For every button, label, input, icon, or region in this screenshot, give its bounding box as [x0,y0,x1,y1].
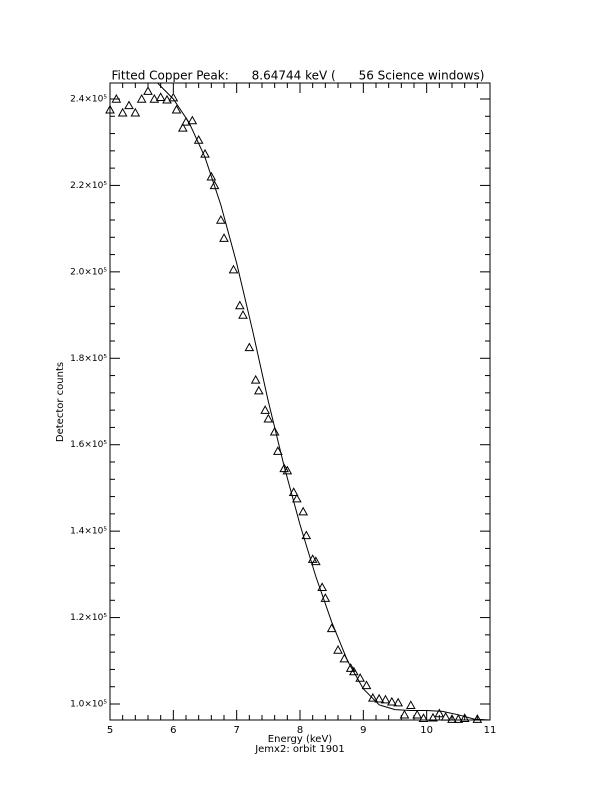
data-point [136,93,147,103]
data-point [440,711,451,721]
data-point [105,104,115,114]
fit-line [157,83,490,720]
data-point [301,530,312,540]
data-point [333,644,343,654]
data-point [155,92,166,101]
data-point [149,93,160,103]
x-tick-label: 10 [420,725,433,736]
data-point [374,693,385,703]
data-point [393,697,404,707]
data-point [291,493,302,503]
y-tick-label: 2.2×10⁵ [70,181,107,191]
data-point [399,709,410,719]
data-point [219,233,229,242]
x-tick-label: 6 [170,725,176,736]
y-tick-label: 2.4×10⁵ [70,94,107,104]
data-point [386,696,397,706]
x-axis-label: Energy (keV) [268,734,333,745]
data-point [238,310,248,319]
data-point [348,666,359,676]
data-point [272,446,283,455]
data-point [310,556,321,566]
data-point [206,171,217,181]
data-point [317,582,328,592]
data-point [209,180,220,190]
data-point [111,93,122,103]
data-point [453,714,464,723]
y-axis-label: Detector counts [55,362,66,442]
data-point [288,487,299,496]
data-point [459,713,470,722]
data-point [269,426,280,436]
data-point [215,214,226,224]
data-point [171,104,182,114]
data-point [228,264,239,274]
data-point [250,374,261,384]
data-point [361,680,372,690]
data-point [130,107,141,117]
data-point [234,300,245,310]
data-point [177,122,188,132]
data-point [412,709,423,719]
data-point [367,692,378,702]
data-point [355,673,366,682]
data-point [162,94,172,104]
y-tick-label: 1.6×10⁵ [70,440,107,450]
data-point [117,107,128,117]
data-point [418,713,429,722]
y-tick-label: 2.0×10⁵ [70,267,107,277]
data-point [380,694,391,704]
x-tick-label: 9 [360,725,366,736]
data-point [253,385,264,395]
y-tick-label: 1.0×10⁵ [70,700,107,710]
data-point [260,405,271,414]
data-point [244,342,255,352]
subtitle: Jemx2: orbit 1901 [254,744,345,755]
data-point [298,506,309,516]
x-tick-label: 7 [233,725,239,736]
x-tick-label: 5 [107,725,113,736]
y-tick-label: 1.4×10⁵ [70,527,107,537]
data-point [263,413,274,423]
data-point [143,86,153,95]
x-tick-label: 11 [484,725,497,736]
data-point [447,714,457,723]
data-point [434,708,445,718]
data-point [345,663,356,672]
chart-title: Fitted Copper Peak: 8.64744 keV ( 56 Sci… [112,69,485,83]
data-point [405,700,416,710]
y-tick-label: 1.8×10⁵ [70,354,107,364]
x-tick-label: 8 [297,725,303,736]
data-point [428,712,438,722]
y-tick-label: 1.2×10⁵ [70,613,107,623]
data-point [124,100,134,110]
data-point [187,115,198,125]
